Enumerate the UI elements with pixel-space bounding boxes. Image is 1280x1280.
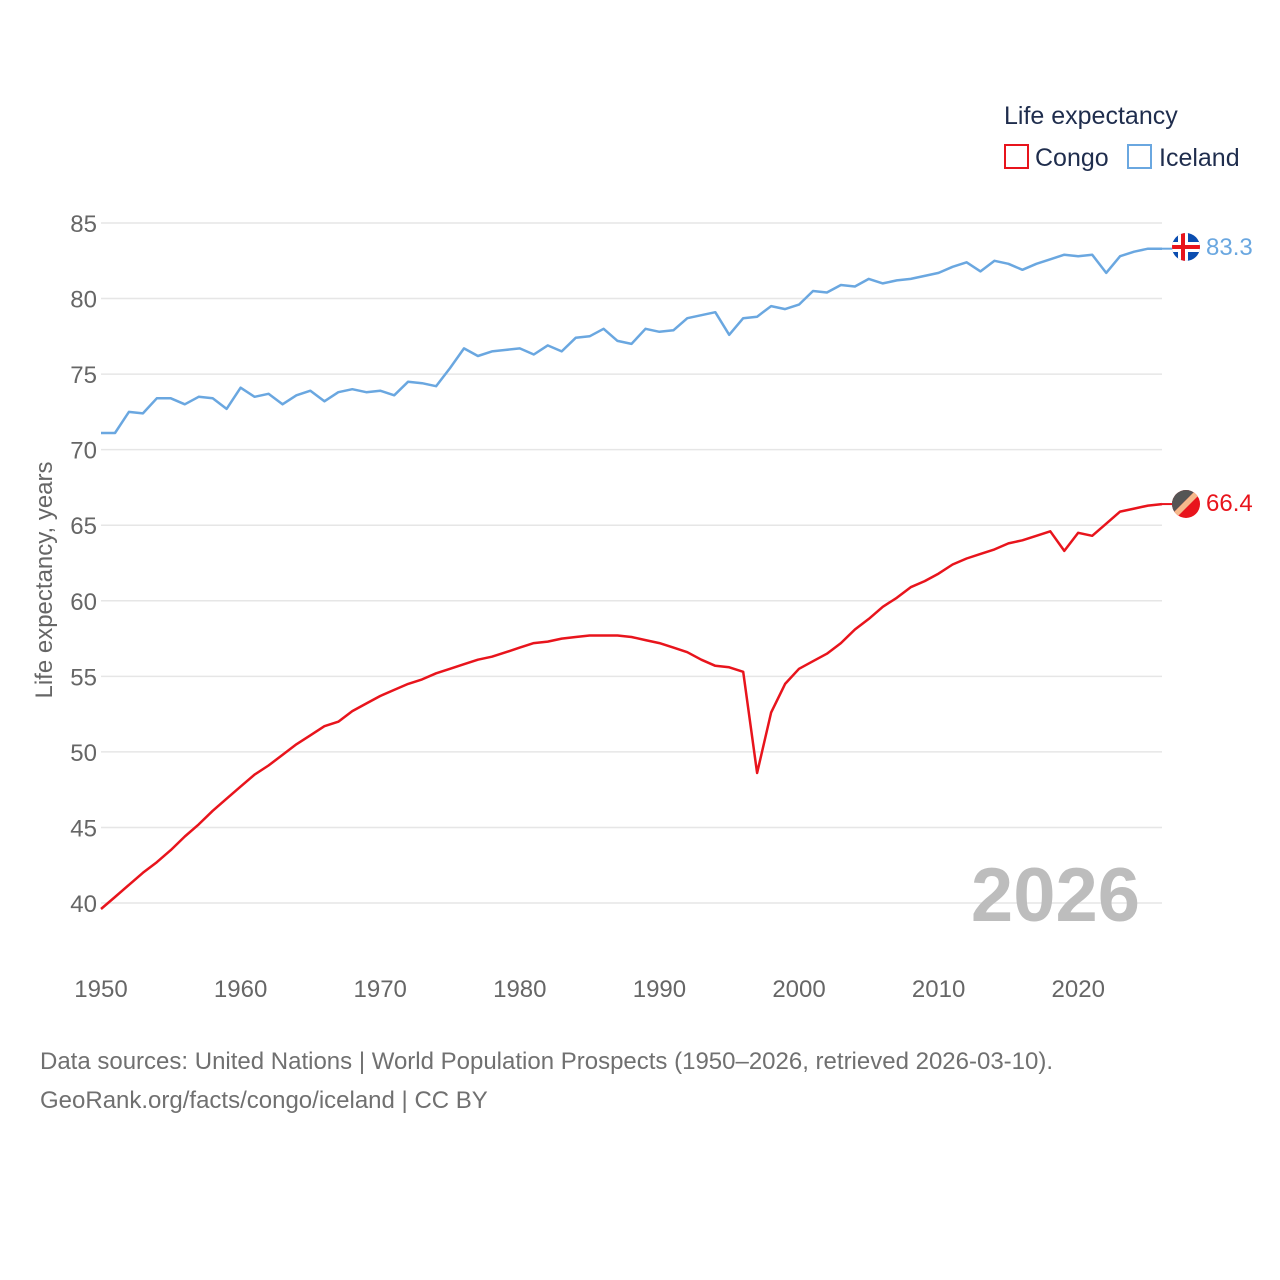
x-tick-label: 1950 xyxy=(74,976,127,1003)
x-tick-label: 1980 xyxy=(493,976,546,1003)
line-chart: 40 45 50 55 60 65 70 75 80 85 1950 1960 1970 1980 199… xyxy=(31,102,1253,1003)
series-layer xyxy=(100,247,1172,910)
end-value-label-congo: 66.4 xyxy=(1206,490,1253,517)
legend-title: Life expectancy xyxy=(1004,102,1178,130)
legend-swatch-congo xyxy=(1004,144,1029,169)
source-line: Data sources: United Nations | World Pop… xyxy=(40,1048,1054,1075)
grid-lines xyxy=(101,222,1162,904)
x-tick-label: 2010 xyxy=(912,976,965,1003)
series-line-iceland[interactable] xyxy=(101,247,1162,435)
iceland-flag-icon xyxy=(1172,233,1200,261)
y-tick-label: 60 xyxy=(70,589,97,616)
y-tick-label: 65 xyxy=(70,513,97,540)
y-tick-label: 70 xyxy=(70,438,97,465)
source-note: Data sources: United Nations | World Pop… xyxy=(40,1042,1053,1120)
x-tick-label: 2020 xyxy=(1052,976,1105,1003)
year-watermark: 2026 xyxy=(971,853,1140,938)
x-tick-label: 1960 xyxy=(214,976,267,1003)
congo-flag-icon xyxy=(1172,490,1200,518)
y-tick-label: 45 xyxy=(70,815,97,842)
x-tick-label: 1970 xyxy=(354,976,407,1003)
x-tick-label: 1990 xyxy=(633,976,686,1003)
y-tick-label: 85 xyxy=(70,211,97,238)
legend-swatch-iceland xyxy=(1127,144,1152,169)
x-axis: 1950 1960 1970 1980 1990 2000 2010 2020 xyxy=(74,976,1105,1003)
y-tick-label: 50 xyxy=(70,740,97,767)
y-axis-title: Life expectancy, years xyxy=(31,461,58,698)
legend-label-congo[interactable]: Congo xyxy=(1035,144,1109,172)
y-tick-label: 55 xyxy=(70,664,97,691)
end-value-label-iceland: 83.3 xyxy=(1206,234,1253,261)
legend-label-iceland[interactable]: Iceland xyxy=(1159,144,1240,172)
legend: Life expectancy Congo Iceland xyxy=(1004,102,1240,172)
x-tick-label: 2000 xyxy=(772,976,825,1003)
y-tick-label: 40 xyxy=(70,891,97,918)
credit-line[interactable]: GeoRank.org/facts/congo/iceland | CC BY xyxy=(40,1087,488,1114)
y-tick-label: 75 xyxy=(70,362,97,389)
y-tick-label: 80 xyxy=(70,287,97,314)
series-line-congo[interactable] xyxy=(100,502,1163,910)
y-axis: 40 45 50 55 60 65 70 75 80 85 xyxy=(70,211,97,918)
